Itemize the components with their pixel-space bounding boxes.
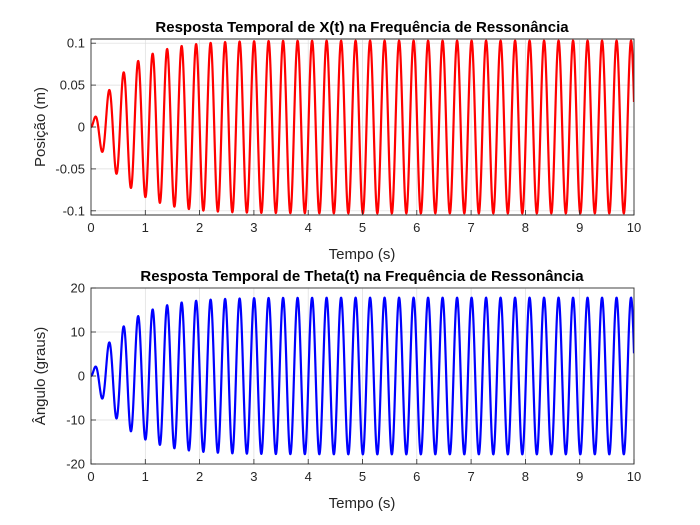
x-tick-label: 3 [250, 469, 257, 484]
y-tick-label: -0.1 [63, 203, 85, 218]
x-axis-label-position: Tempo (s) [329, 246, 396, 263]
x-axis-label-angle: Tempo (s) [329, 495, 396, 512]
subplot-angle: 0 1 2 3 4 5 6 7 8 9 10 -20 -10 0 10 20 Resposta Tempor… [32, 268, 641, 512]
y-tick-labels-position: -0.1 -0.05 0 0.05 0.1 [55, 36, 96, 218]
x-tick-label: 2 [196, 220, 203, 235]
x-tick-label: 1 [142, 469, 149, 484]
x-tick-label: 9 [576, 469, 583, 484]
x-tick-label: 10 [627, 220, 641, 235]
y-tick-label: 0.1 [67, 36, 85, 51]
y-tick-label: 0 [78, 120, 85, 135]
chart-title-position: Resposta Temporal de X(t) na Frequência … [155, 19, 569, 36]
x-tick-label: 5 [359, 220, 366, 235]
subplot-position: 0 1 2 3 4 5 6 7 8 9 10 -0.1 -0.05 0 0.05 0.1 Resposta … [32, 19, 641, 263]
y-tick-label: 20 [71, 281, 85, 296]
x-tick-label: 0 [87, 469, 94, 484]
y-axis-label-position: Posição (m) [32, 87, 49, 167]
x-tick-label: 9 [576, 220, 583, 235]
x-tick-labels-angle: 0 1 2 3 4 5 6 7 8 9 10 [87, 459, 641, 484]
x-tick-label: 2 [196, 469, 203, 484]
x-tick-labels-position: 0 1 2 3 4 5 6 7 8 9 10 [87, 210, 641, 235]
y-axis-label-angle: Ângulo (graus) [32, 327, 49, 425]
x-tick-label: 8 [522, 220, 529, 235]
x-tick-label: 8 [522, 469, 529, 484]
x-tick-label: 5 [359, 469, 366, 484]
x-tick-label: 10 [627, 469, 641, 484]
series-group-angle [91, 296, 634, 456]
y-tick-label: 0.05 [60, 78, 85, 93]
y-tick-label: -20 [66, 457, 85, 472]
x-tick-label: 1 [142, 220, 149, 235]
x-tick-label: 6 [413, 469, 420, 484]
x-tick-label: 7 [467, 469, 474, 484]
x-tick-label: 4 [305, 220, 312, 235]
y-tick-label: -0.05 [55, 161, 85, 176]
y-tick-label: -10 [66, 413, 85, 428]
chart-title-angle: Resposta Temporal de Theta(t) na Frequên… [140, 268, 584, 285]
x-tick-label: 7 [467, 220, 474, 235]
y-tick-label: 10 [71, 325, 85, 340]
series-line-angle [91, 296, 634, 456]
x-tick-label: 4 [305, 469, 312, 484]
y-tick-label: 0 [78, 369, 85, 384]
y-tick-labels-angle: -20 -10 0 10 20 [66, 281, 96, 472]
x-tick-label: 3 [250, 220, 257, 235]
x-tick-label: 0 [87, 220, 94, 235]
x-tick-label: 6 [413, 220, 420, 235]
